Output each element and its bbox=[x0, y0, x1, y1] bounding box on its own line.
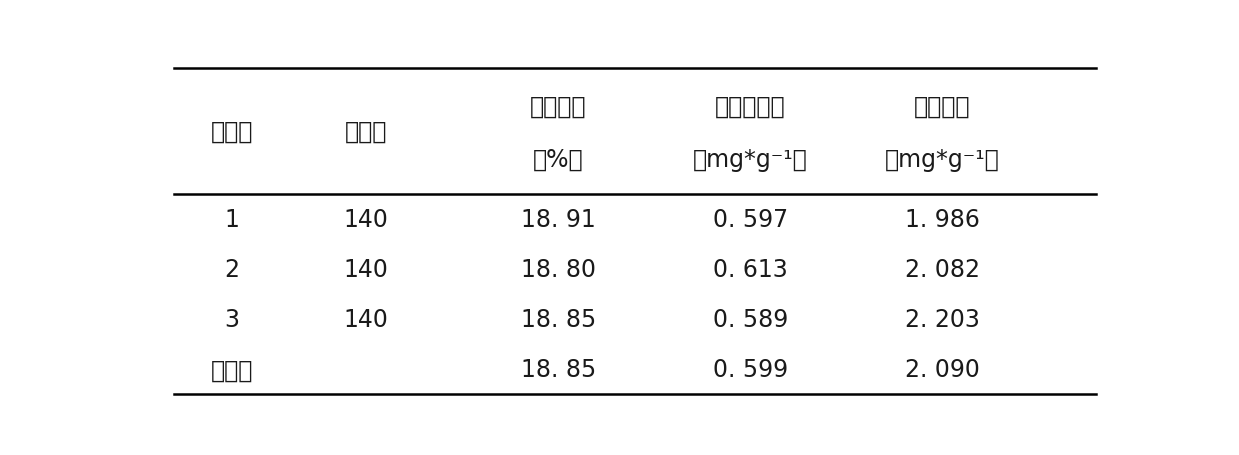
Text: 浸膏得率: 浸膏得率 bbox=[530, 95, 586, 118]
Text: 药材量: 药材量 bbox=[344, 120, 388, 144]
Text: 0. 589: 0. 589 bbox=[712, 308, 788, 332]
Text: 140: 140 bbox=[343, 258, 389, 282]
Text: 0. 599: 0. 599 bbox=[712, 358, 788, 381]
Text: 18. 85: 18. 85 bbox=[520, 358, 596, 381]
Text: 2. 090: 2. 090 bbox=[904, 358, 980, 381]
Text: 1: 1 bbox=[224, 208, 239, 232]
Text: 2. 203: 2. 203 bbox=[904, 308, 980, 332]
Text: （%）: （%） bbox=[533, 147, 584, 172]
Text: 1. 986: 1. 986 bbox=[904, 208, 980, 232]
Text: （mg*g⁻¹）: （mg*g⁻¹） bbox=[693, 147, 808, 172]
Text: 0. 613: 0. 613 bbox=[712, 258, 788, 282]
Text: 苦杏仁苷: 苦杏仁苷 bbox=[914, 95, 970, 118]
Text: 140: 140 bbox=[343, 208, 389, 232]
Text: 2. 082: 2. 082 bbox=[904, 258, 980, 282]
Text: 18. 80: 18. 80 bbox=[520, 258, 596, 282]
Text: （mg*g⁻¹）: （mg*g⁻¹） bbox=[885, 147, 1000, 172]
Text: 18. 91: 18. 91 bbox=[520, 208, 596, 232]
Text: 盐酸麻黄碱: 盐酸麻黄碱 bbox=[715, 95, 786, 118]
Text: 3: 3 bbox=[224, 308, 239, 332]
Text: 平均值: 平均值 bbox=[211, 358, 253, 381]
Text: 18. 85: 18. 85 bbox=[520, 308, 596, 332]
Text: 2: 2 bbox=[224, 258, 239, 282]
Text: 实验号: 实验号 bbox=[211, 120, 253, 144]
Text: 140: 140 bbox=[343, 308, 389, 332]
Text: 0. 597: 0. 597 bbox=[712, 208, 788, 232]
